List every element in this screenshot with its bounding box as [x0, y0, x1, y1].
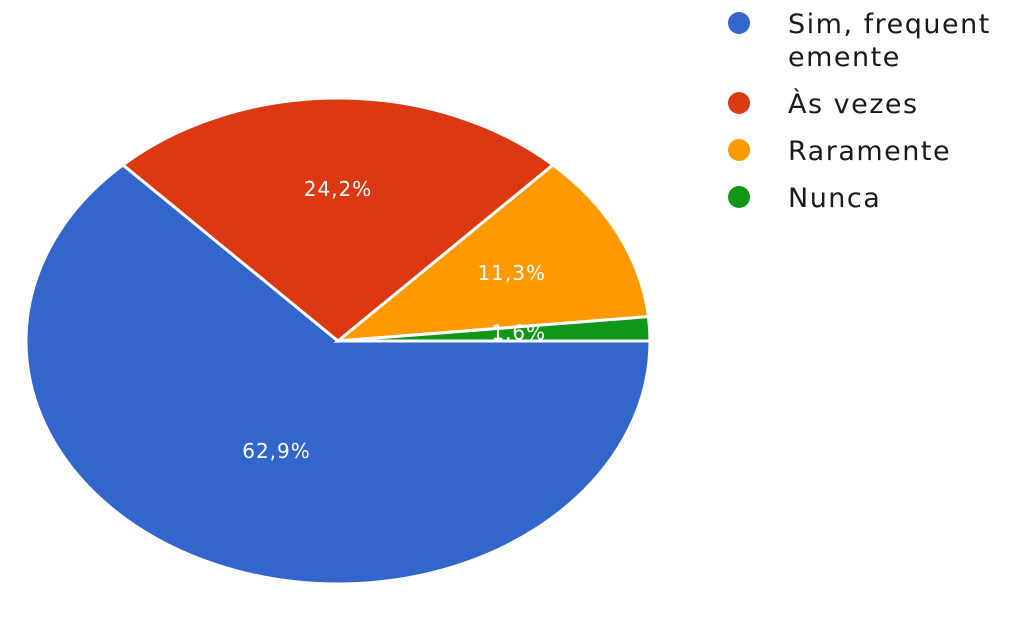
legend-label-sim-frequentemente: Sim, frequentemente [788, 9, 991, 73]
legend-item-raramente[interactable]: Raramente [728, 135, 1018, 168]
legend-label-nunca: Nunca [788, 183, 882, 214]
pie-slice-nunca[interactable] [337, 315, 652, 343]
pie-slice-sim-frequentemente[interactable] [24, 163, 652, 586]
legend-label-as-vezes: Às vezes [788, 89, 919, 120]
slice-label-as-vezes: 24,2% [304, 177, 373, 201]
slice-label-nunca: 1,6% [491, 320, 546, 344]
legend-swatch-nunca [728, 186, 750, 208]
slice-label-raramente: 11,3% [477, 261, 546, 285]
legend-swatch-sim-frequentemente [728, 12, 750, 34]
legend-swatch-as-vezes [728, 92, 750, 114]
legend-item-sim-frequentemente[interactable]: Sim, frequentemente [728, 8, 1018, 74]
pie-slice-raramente[interactable] [333, 163, 651, 343]
chart-legend: Sim, frequentemente Às vezes Raramente N… [728, 8, 1018, 229]
legend-swatch-raramente [728, 139, 750, 161]
slice-label-sim-frequentemente: 62,9% [242, 439, 311, 463]
pie-slice-as-vezes[interactable] [120, 96, 556, 343]
legend-item-as-vezes[interactable]: Às vezes [728, 88, 1018, 121]
legend-item-nunca[interactable]: Nunca [728, 182, 1018, 215]
legend-label-raramente: Raramente [788, 136, 952, 167]
